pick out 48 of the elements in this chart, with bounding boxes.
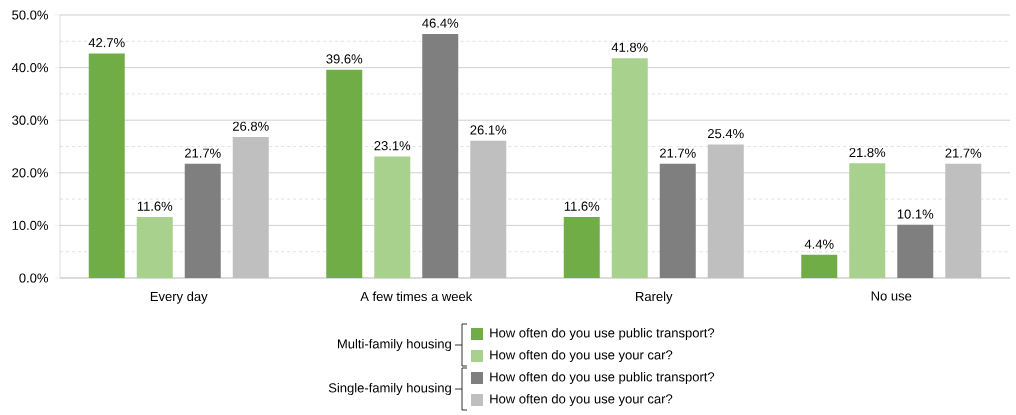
data-label: 4.4%: [804, 239, 834, 249]
x-tick-label: Every day: [150, 291, 208, 304]
legend-label: How often do you use your car?: [490, 393, 673, 407]
data-label: 10.1%: [897, 209, 934, 219]
data-label: 42.7%: [88, 38, 125, 48]
data-label: 21.7%: [184, 148, 221, 158]
bar: [470, 140, 507, 278]
bar: [801, 254, 838, 278]
data-label: 23.1%: [374, 141, 411, 151]
data-label: 39.6%: [326, 54, 363, 64]
x-tick-label: A few times a week: [360, 291, 473, 302]
bar: [136, 216, 173, 278]
bar: [232, 137, 269, 278]
bar: [849, 163, 886, 278]
bar: [184, 163, 221, 278]
text: Multi-family housing: [337, 338, 451, 352]
data-label: 21.7%: [659, 148, 696, 158]
bar: [611, 58, 648, 278]
y-tick-label: 0.0%: [19, 273, 48, 283]
bar: [707, 144, 744, 278]
data-label: 21.8%: [849, 147, 886, 158]
bar: [326, 69, 363, 278]
data-label: 21.7%: [945, 148, 982, 158]
y-tick-label: 10.0%: [12, 220, 48, 230]
data-label: 26.8%: [232, 121, 269, 131]
legend-label: How often do you use public transport?: [490, 371, 715, 385]
y-tick-label: 30.0%: [12, 115, 48, 125]
bar: [659, 163, 696, 278]
bar: [563, 216, 600, 278]
bar: [422, 33, 459, 278]
data-label: 46.4%: [422, 18, 459, 28]
y-tick-label: 20.0%: [12, 168, 48, 178]
data-label: 26.1%: [470, 125, 507, 135]
legend-label: How often do you use public transport?: [490, 327, 715, 341]
data-label: 41.8%: [611, 42, 648, 52]
bar: [88, 53, 125, 278]
data-label: 11.6%: [564, 201, 600, 211]
data-label: 11.6%: [137, 201, 173, 211]
x-tick-label: No use: [871, 291, 912, 301]
bar: [897, 224, 934, 278]
y-tick-label: 50.0%: [12, 10, 48, 20]
legend-label: How often do you use your car?: [490, 349, 673, 363]
text: Single-family housing: [328, 382, 451, 396]
y-tick-label: 40.0%: [11, 62, 48, 73]
bar: [945, 163, 982, 278]
bar: [374, 156, 411, 278]
x-tick-label: Rarely: [636, 291, 673, 304]
data-label: 25.4%: [707, 128, 744, 139]
